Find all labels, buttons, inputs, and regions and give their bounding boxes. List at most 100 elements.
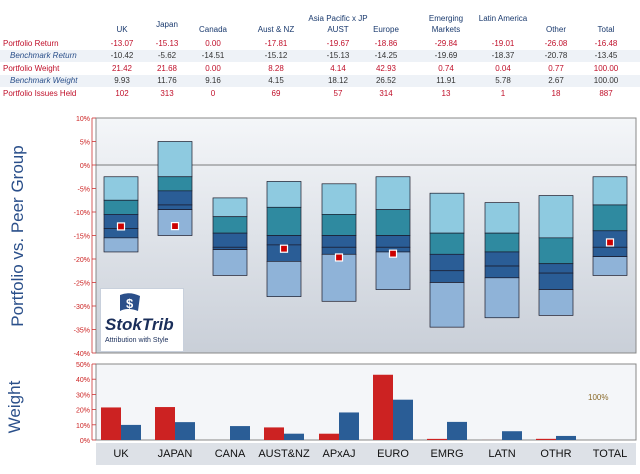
flag-icon: $ — [120, 293, 140, 311]
box-segment — [484, 251, 520, 267]
box-segment — [592, 204, 628, 232]
row-label: Portfolio Return — [3, 39, 59, 48]
box-segment — [157, 190, 193, 206]
portfolio-return-marker — [388, 249, 398, 258]
x-tick-label: TOTAL — [592, 448, 628, 460]
table-col-header: Canada — [198, 25, 228, 34]
portfolio-return-marker — [279, 244, 289, 253]
bar-y-tick-label: 50% — [76, 362, 90, 369]
bar-y-tick-label: 40% — [76, 377, 90, 384]
weight-bar — [556, 435, 576, 440]
y-tick-label: 10% — [76, 116, 90, 123]
table-row: Portfolio Weight 21.42 21.68 0.00 8.28 4.14 42… — [0, 62, 640, 75]
box-segment — [321, 183, 357, 215]
table-cell: -18.86 — [374, 39, 398, 48]
table-cell: -29.84 — [434, 39, 458, 48]
weight-bar — [121, 424, 141, 440]
weight-bar — [536, 438, 556, 440]
logo-brand: StokTrib — [105, 315, 174, 334]
box-segment — [212, 197, 248, 218]
table-cell: 313 — [160, 88, 174, 98]
table-cell: 2.67 — [548, 76, 564, 86]
x-tick-label: JAPAN — [157, 448, 193, 460]
box-segment — [375, 209, 411, 236]
table-cell: 1 — [500, 88, 506, 98]
table-cell: 42.93 — [375, 63, 397, 73]
x-tick-label: CANA — [214, 448, 246, 460]
x-tick-label: UK — [113, 448, 129, 460]
table-cell: 26.52 — [375, 76, 397, 86]
box-segment — [212, 216, 248, 234]
box-segment — [375, 235, 411, 248]
table-cell: 4.14 — [330, 63, 346, 73]
table-col-header: Total — [597, 25, 615, 34]
table-cell: -19.69 — [434, 51, 458, 61]
table-cell: 0.04 — [495, 63, 511, 73]
table-cell: 9.93 — [114, 76, 130, 86]
stoktrib-logo: $ StokTrib Attribution with Style — [100, 288, 184, 352]
box-segment — [103, 199, 139, 215]
box-segment — [538, 237, 574, 265]
box-segment — [375, 176, 411, 211]
table-cell: 8.28 — [268, 63, 284, 73]
x-tick-label: LATN — [488, 448, 516, 460]
box-segment — [212, 246, 248, 250]
table-col-header: Emerging Markets — [428, 14, 464, 34]
box-segment — [157, 204, 193, 210]
box-segment — [484, 232, 520, 253]
table-cell: 0.77 — [548, 63, 564, 73]
table-col-header: UK — [116, 25, 128, 34]
table-cell: -5.62 — [157, 51, 177, 61]
logo-tagline: Attribution with Style — [105, 337, 169, 344]
svg-text:$: $ — [126, 296, 134, 311]
box-segment — [103, 176, 139, 201]
weight-bar — [427, 438, 447, 440]
row-label: Portfolio Issues Held — [3, 88, 77, 98]
row-label: Benchmark Return — [10, 51, 77, 61]
table-cell: 0.74 — [438, 63, 454, 73]
table-cell: -19.01 — [491, 39, 515, 48]
y-tick-label: -40% — [74, 351, 90, 358]
bar-y-tick-label: 0% — [80, 438, 90, 445]
weight-note: 100% — [588, 393, 609, 402]
box-segment — [429, 232, 465, 255]
x-tick-label: EMRG — [430, 448, 464, 460]
table-cell: -14.25 — [374, 51, 398, 61]
table-cell: 57 — [333, 88, 343, 98]
y-tick-label: -25% — [74, 281, 90, 288]
y-tick-label: 5% — [80, 140, 90, 147]
y-tick-label: -20% — [74, 257, 90, 264]
y-tick-label: -15% — [74, 234, 90, 241]
table-row: Portfolio Return -13.07 -15.13 0.00 -17.81 -1… — [0, 38, 640, 50]
table-row: Benchmark Return -10.42 -5.62 -14.51 -15.12 -… — [0, 50, 640, 63]
weight-bar — [339, 412, 359, 440]
table-col-header: Aust & NZ — [257, 25, 295, 34]
box-segment — [266, 235, 302, 246]
box-segment — [538, 263, 574, 274]
box-segment — [321, 235, 357, 248]
portfolio-return-marker — [170, 222, 180, 231]
table-cell: 21.42 — [111, 63, 133, 73]
table-cell: 4.15 — [268, 76, 284, 86]
table-cell: -13.45 — [594, 51, 618, 61]
box-segment — [484, 202, 520, 234]
bar-y-tick-label: 20% — [76, 408, 90, 415]
box-segment — [484, 277, 520, 319]
box-segment — [484, 265, 520, 279]
weight-bar — [284, 433, 304, 440]
table-col-header: Other — [545, 25, 566, 34]
x-tick-label: EURO — [377, 448, 409, 460]
weight-bar — [319, 433, 339, 440]
table-cell: 314 — [379, 88, 393, 98]
table-cell: -13.07 — [110, 39, 134, 48]
table-cell: 0 — [210, 88, 216, 98]
table-cell: -15.12 — [264, 51, 288, 61]
table-cell: -14.51 — [201, 51, 225, 61]
box-segment — [429, 282, 465, 328]
box-segment — [538, 195, 574, 239]
box-segment — [157, 141, 193, 178]
box-segment — [592, 246, 628, 257]
table-cell: -18.37 — [491, 51, 515, 61]
bar-y-tick-label: 10% — [76, 423, 90, 430]
